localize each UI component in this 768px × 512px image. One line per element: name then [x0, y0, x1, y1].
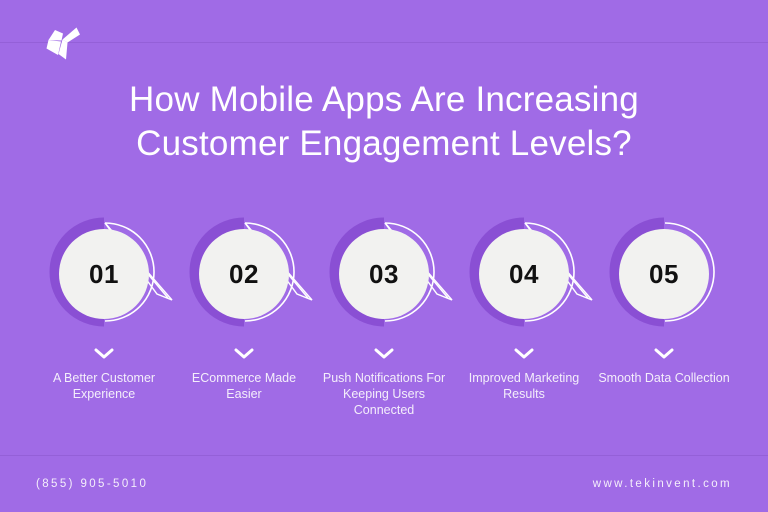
page-title-line-1: How Mobile Apps Are Increasing — [129, 80, 639, 119]
pinwheel-logo-icon — [36, 16, 88, 68]
step-badge: 03 — [328, 217, 453, 330]
step-number: 04 — [509, 259, 539, 289]
page-title: How Mobile Apps Are Increasing Customer … — [64, 78, 704, 166]
step-label: Improved Marketing Results — [468, 371, 580, 401]
step-badge: 04 — [468, 217, 593, 330]
step-number-disc: 03 — [339, 229, 429, 319]
step-badge: 02 — [188, 217, 313, 330]
chevron-down-icon — [374, 348, 394, 359]
step-number: 03 — [369, 259, 399, 289]
step-number: 01 — [89, 259, 119, 289]
steps-list: 01 A Better Customer Experience 02 — [0, 217, 768, 438]
list-item[interactable]: 02 ECommerce Made Easier — [174, 217, 314, 438]
step-label: Smooth Data Collection — [598, 371, 730, 385]
step-number-disc: 05 — [619, 229, 709, 319]
chevron-down-icon — [94, 348, 114, 359]
page-title-line-2: Customer Engagement Levels? — [136, 124, 632, 163]
step-badge: 01 — [48, 217, 173, 330]
list-item[interactable]: 05 Smooth Data Collection — [594, 217, 734, 438]
step-label: A Better Customer Experience — [52, 371, 156, 401]
list-item[interactable]: 03 Push Notifications For Keeping Users … — [314, 217, 454, 438]
step-number-disc: 01 — [59, 229, 149, 319]
chevron-down-icon — [234, 348, 254, 359]
chevron-down-icon — [514, 348, 534, 359]
step-badge: 05 — [608, 217, 720, 330]
contact-website[interactable]: www.tekinvent.com — [592, 478, 732, 490]
step-number: 02 — [229, 259, 259, 289]
step-number-disc: 04 — [479, 229, 569, 319]
footer-divider — [0, 455, 768, 456]
chevron-down-icon — [654, 348, 674, 359]
contact-phone[interactable]: (855) 905-5010 — [36, 478, 149, 490]
step-number: 05 — [649, 259, 679, 289]
list-item[interactable]: 04 Improved Marketing Results — [454, 217, 594, 438]
list-item[interactable]: 01 A Better Customer Experience — [34, 217, 174, 438]
step-label: ECommerce Made Easier — [191, 371, 297, 401]
step-number-disc: 02 — [199, 229, 289, 319]
header-divider — [0, 42, 768, 43]
footer: (855) 905-5010 www.tekinvent.com — [0, 456, 768, 512]
step-label: Push Notifications For Keeping Users Con… — [322, 371, 446, 417]
